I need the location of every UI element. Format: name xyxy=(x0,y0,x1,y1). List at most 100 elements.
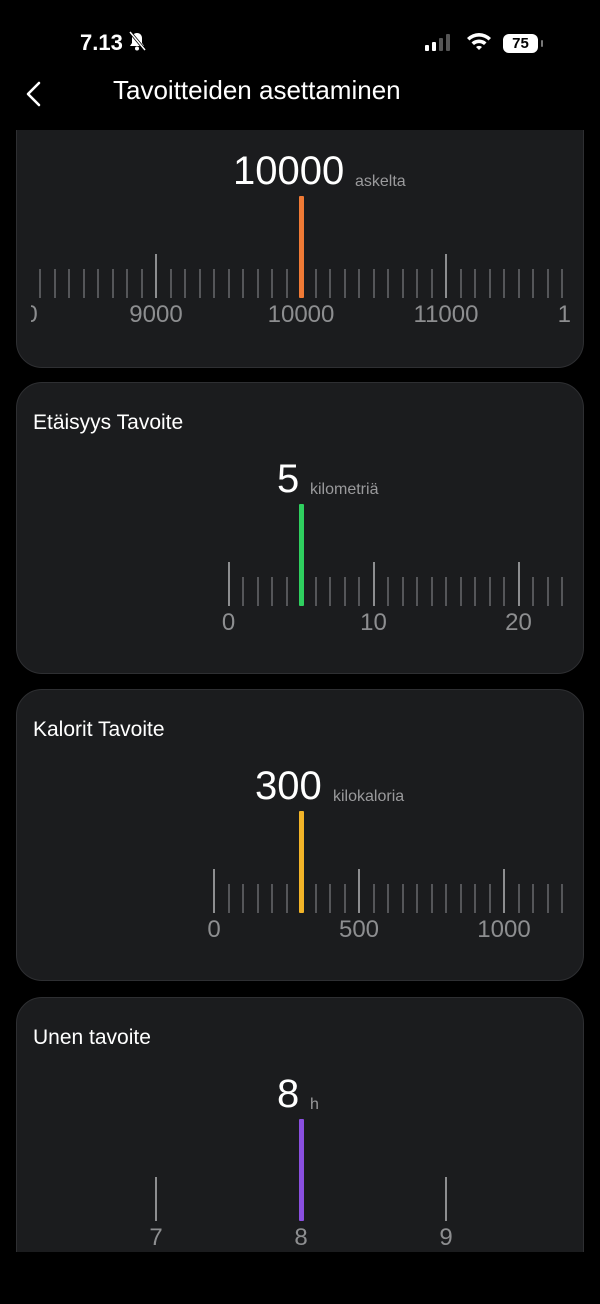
minor-tick xyxy=(68,269,70,298)
minor-tick xyxy=(459,577,462,606)
major-tick xyxy=(445,254,447,298)
minor-tick xyxy=(474,884,476,913)
major-tick xyxy=(227,562,230,606)
page-title: Tavoitteiden asettaminen xyxy=(113,75,401,105)
goal-card-sleep: Unen tavoite 8h 456789101112 xyxy=(16,997,584,1252)
minor-tick xyxy=(256,577,259,606)
minor-tick xyxy=(39,269,41,298)
minor-tick xyxy=(256,884,259,913)
minor-tick xyxy=(488,577,491,606)
minor-tick xyxy=(546,884,549,913)
calories-ruler-slider[interactable]: 0 500 1000 xyxy=(31,810,571,960)
minor-tick xyxy=(546,269,549,298)
minor-tick xyxy=(532,884,534,913)
card-title: Unen tavoite xyxy=(33,1026,151,1049)
major-tick xyxy=(517,562,520,606)
value-display: 10000 askelta xyxy=(17,149,583,197)
steps-ruler-slider[interactable]: 8000 9000 10000 11000 12000 xyxy=(31,195,571,345)
value-indicator[interactable] xyxy=(299,196,304,298)
minor-tick xyxy=(401,577,404,606)
minor-tick xyxy=(517,269,520,298)
minor-tick xyxy=(111,269,114,298)
goal-card-steps: 10000 askelta 8000 9000 10000 11000 12000 xyxy=(16,130,584,368)
minor-tick xyxy=(329,884,331,913)
minor-tick xyxy=(416,577,418,606)
value-display: 300 kilokaloria xyxy=(17,764,583,812)
minor-tick xyxy=(314,577,317,606)
goal-value: 300 xyxy=(255,764,322,808)
minor-tick xyxy=(517,884,520,913)
minor-tick xyxy=(227,884,230,913)
minor-tick xyxy=(343,577,346,606)
minor-tick xyxy=(343,884,346,913)
minor-tick xyxy=(242,884,244,913)
minor-tick xyxy=(329,269,331,298)
minor-tick xyxy=(97,269,99,298)
ruler-ticks xyxy=(31,195,571,298)
sleep-ruler-slider[interactable]: 456789101112 xyxy=(31,1118,571,1252)
status-time: 7.13 xyxy=(80,30,123,55)
minor-tick xyxy=(242,269,244,298)
minor-tick xyxy=(503,269,505,298)
tick-label: 500 xyxy=(338,916,380,943)
ruler-ticks xyxy=(31,1118,571,1221)
minor-tick xyxy=(271,269,273,298)
card-title: Etäisyys Tavoite xyxy=(33,411,184,434)
minor-tick xyxy=(459,884,462,913)
minor-tick xyxy=(314,884,317,913)
status-bar: 7.13 75 xyxy=(0,0,600,70)
minor-tick xyxy=(242,577,244,606)
goal-value: 10000 xyxy=(233,149,345,193)
chevron-left-icon xyxy=(26,81,41,107)
goal-value: 5 xyxy=(277,457,300,501)
nav-bar: Tavoitteiden asettaminen xyxy=(0,70,600,130)
minor-tick xyxy=(546,577,549,606)
minor-tick xyxy=(343,269,346,298)
major-tick xyxy=(372,562,375,606)
tick-label: 1000 xyxy=(477,916,531,943)
back-button[interactable] xyxy=(20,76,50,112)
tick-label: 8000 xyxy=(31,301,38,329)
ruler-ticks xyxy=(31,810,571,913)
minor-tick xyxy=(532,577,534,606)
minor-tick xyxy=(561,884,563,913)
card-title: Kalorit Tavoite xyxy=(33,718,165,741)
bell-slash-icon xyxy=(128,31,147,56)
minor-tick xyxy=(445,884,447,913)
minor-tick xyxy=(256,269,259,298)
minor-tick xyxy=(227,269,230,298)
tick-label: 20 xyxy=(505,609,532,636)
tick-label: 0 xyxy=(221,609,236,636)
minor-tick xyxy=(401,269,404,298)
major-tick xyxy=(155,254,157,298)
tick-label: 10 xyxy=(360,609,387,636)
value-indicator[interactable] xyxy=(299,811,304,913)
value-indicator[interactable] xyxy=(299,1119,304,1221)
value-display: 5 kilometriä xyxy=(17,457,583,505)
goal-value: 8 xyxy=(277,1072,300,1116)
tick-label: 9 xyxy=(439,1224,453,1251)
minor-tick xyxy=(416,269,418,298)
goal-unit: h xyxy=(310,1096,319,1113)
minor-tick xyxy=(53,269,56,298)
goal-card-calories: Kalorit Tavoite 300 kilokaloria 0 500 1000 xyxy=(16,689,584,981)
minor-tick xyxy=(488,269,491,298)
minor-tick xyxy=(430,577,433,606)
value-indicator[interactable] xyxy=(299,504,304,606)
major-tick xyxy=(445,1177,447,1221)
minor-tick xyxy=(329,577,331,606)
minor-tick xyxy=(387,269,389,298)
minor-tick xyxy=(445,577,447,606)
wifi-icon xyxy=(466,30,492,57)
minor-tick xyxy=(285,577,288,606)
distance-ruler-slider[interactable]: 0 10 20 xyxy=(31,503,571,653)
minor-tick xyxy=(561,269,563,298)
minor-tick xyxy=(387,577,389,606)
minor-tick xyxy=(532,269,534,298)
minor-tick xyxy=(488,884,491,913)
minor-tick xyxy=(169,269,172,298)
minor-tick xyxy=(416,884,418,913)
minor-tick xyxy=(358,269,360,298)
tick-label: 11000 xyxy=(413,301,479,328)
